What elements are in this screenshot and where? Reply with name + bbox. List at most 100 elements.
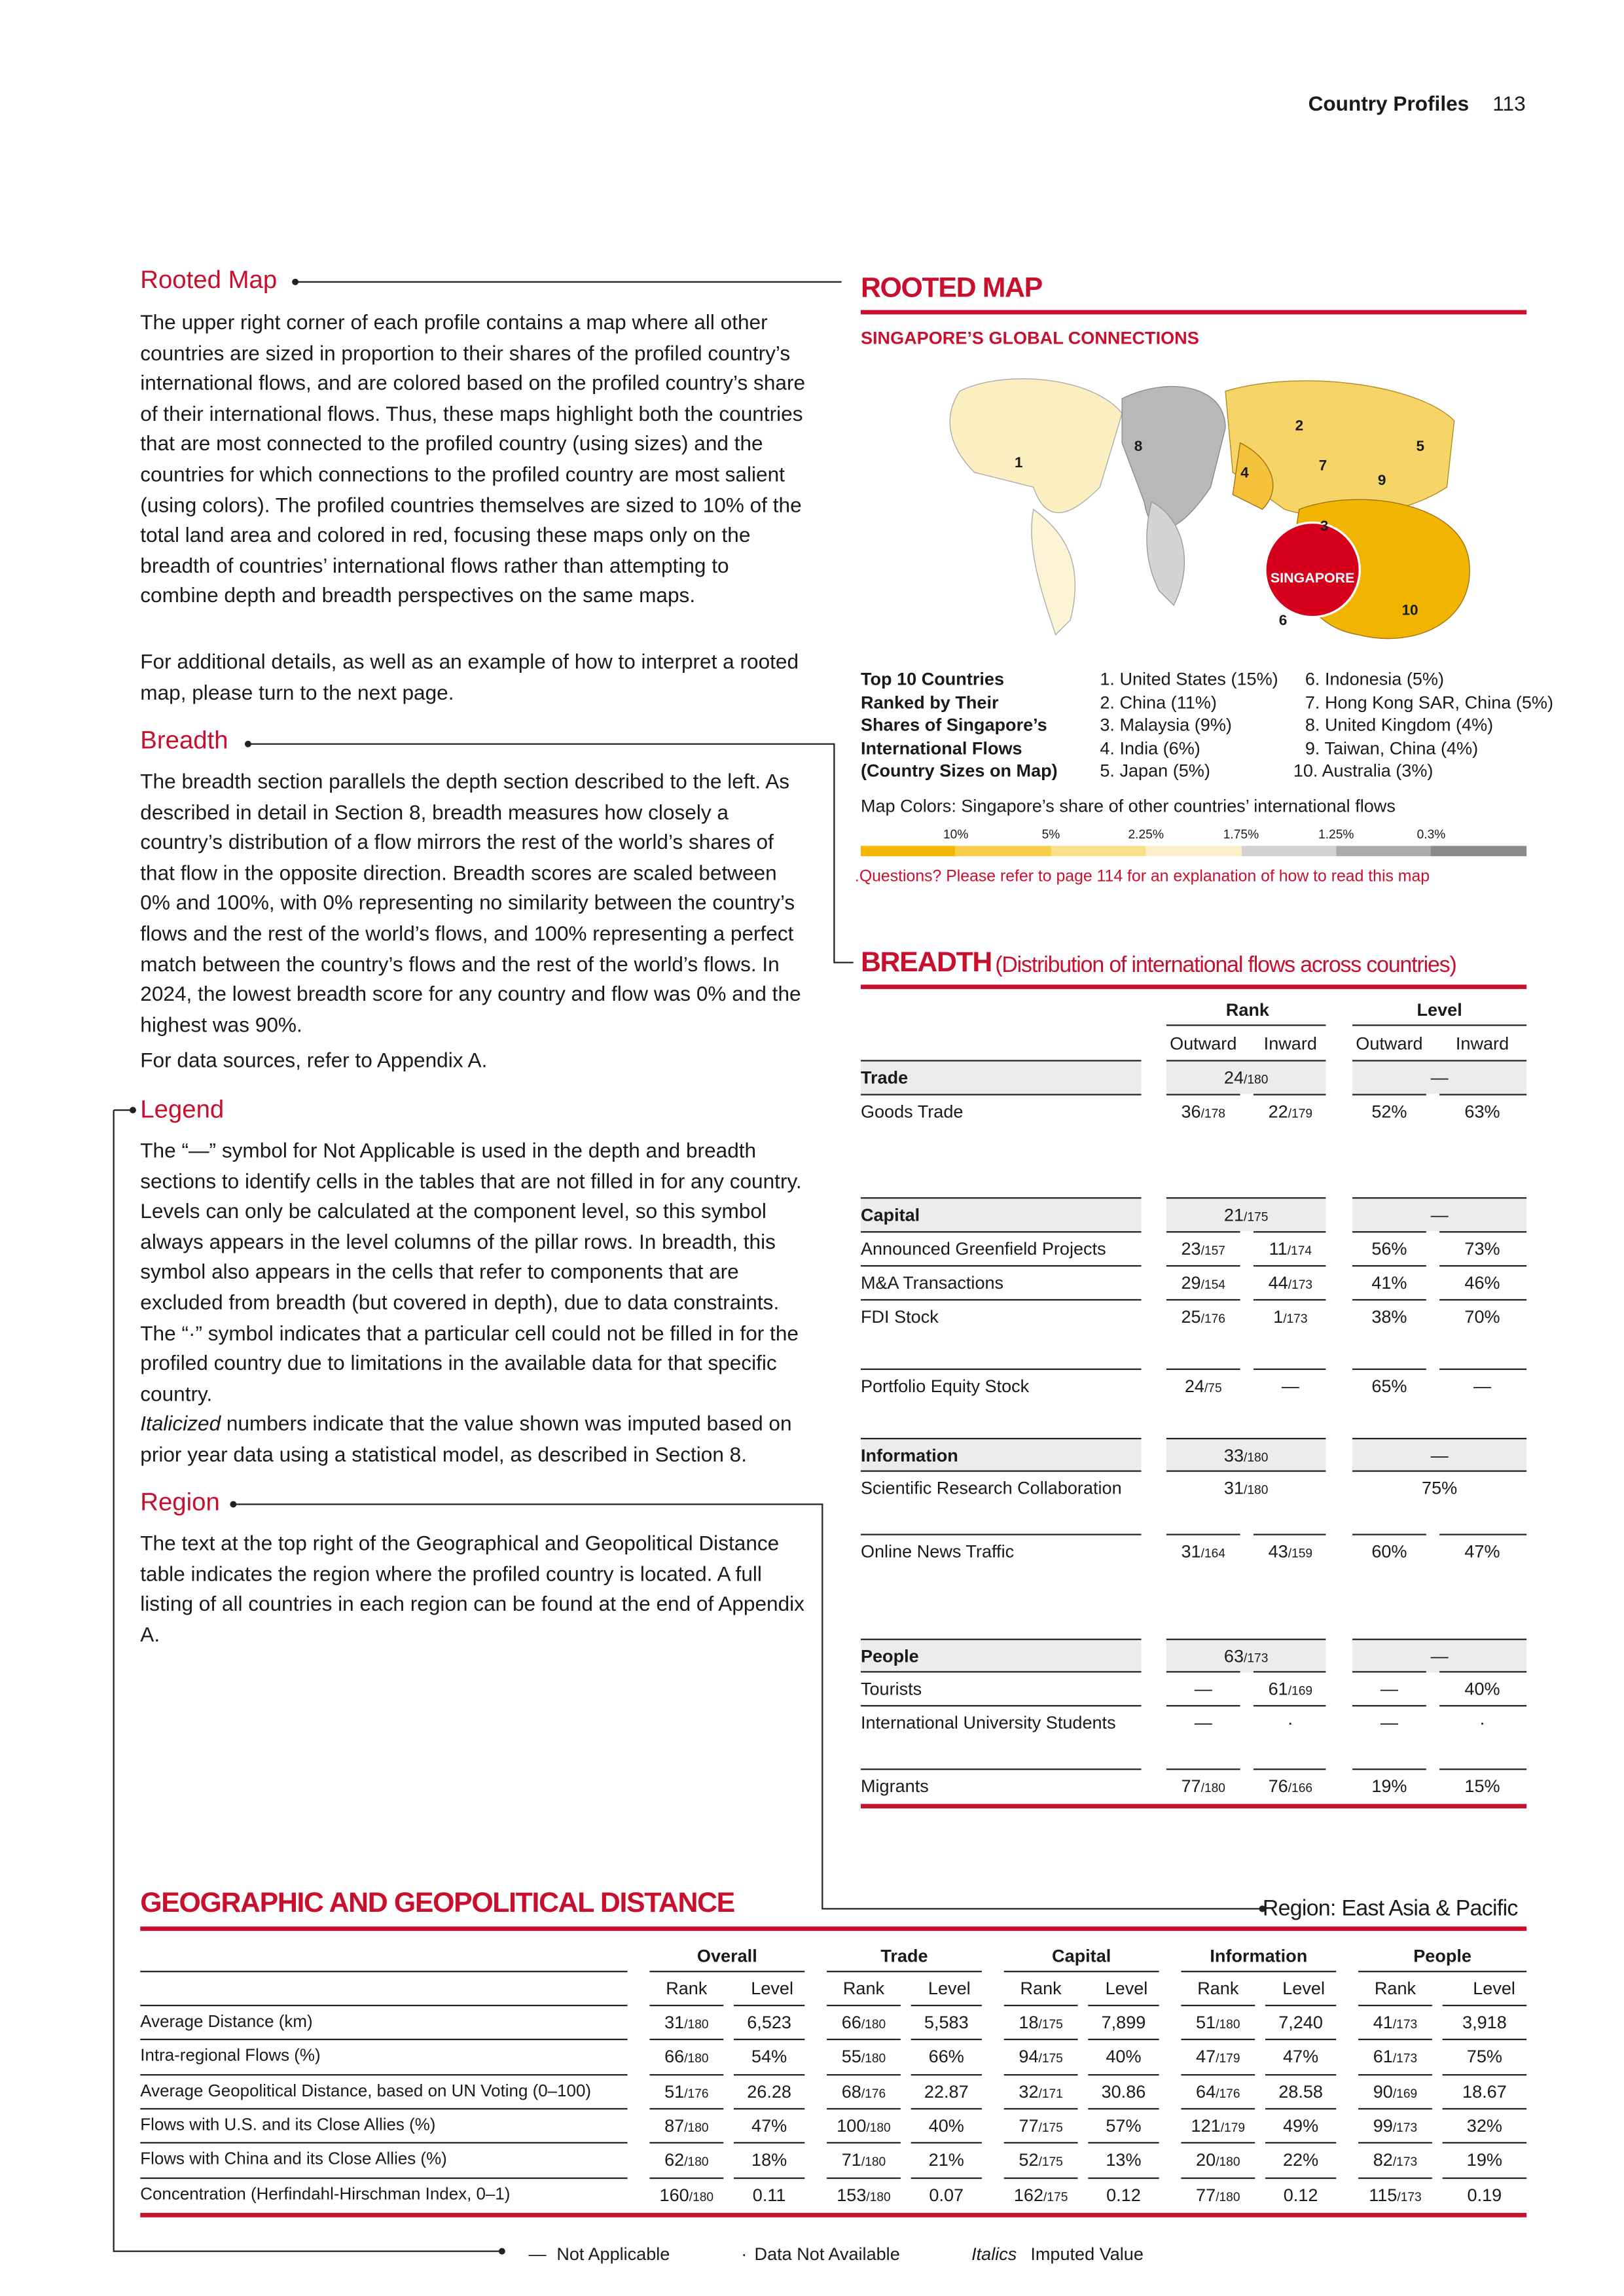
rule	[860, 1534, 1142, 1536]
cell: —	[1430, 1645, 1449, 1667]
rule	[860, 310, 1527, 315]
row-label: Concentration (Herfindahl-Hirschman Inde…	[140, 2185, 511, 2204]
colors-title: Map Colors: Singapore’s share of other c…	[860, 795, 1396, 817]
rule	[140, 1926, 1527, 1931]
rule	[1003, 1971, 1159, 1973]
rule	[1352, 1231, 1426, 1233]
rule	[649, 2039, 724, 2041]
cell: 75%	[1466, 2046, 1503, 2068]
col-header: Trade	[880, 1945, 928, 1967]
rule	[956, 846, 1051, 857]
row-label: Trade	[860, 1067, 909, 1088]
rule	[1265, 2039, 1337, 2041]
cell: 90/169	[1373, 2081, 1418, 2102]
col-header: Capital	[1052, 1945, 1111, 1967]
cell: —	[1194, 1678, 1212, 1700]
cell: 3,918	[1462, 2012, 1507, 2033]
page-number: 113	[1492, 91, 1526, 115]
rule	[1166, 1061, 1326, 1094]
cell: 99/173	[1373, 2115, 1418, 2136]
rule	[1166, 1265, 1240, 1267]
rule	[1181, 2039, 1255, 2041]
rule	[1358, 2039, 1432, 2041]
col-header: People	[1413, 1945, 1472, 1967]
cell: 40%	[1464, 1678, 1500, 1700]
rule	[649, 2073, 724, 2075]
legend-symbol: Italics	[971, 2244, 1017, 2265]
sub-header: Level	[1473, 1978, 1515, 1999]
rule	[1352, 1638, 1527, 1641]
rule	[1166, 1439, 1326, 1472]
cell: 51/176	[664, 2081, 709, 2102]
rule	[860, 1640, 1142, 1673]
rule	[1358, 2142, 1432, 2144]
rule	[1088, 2176, 1159, 2179]
sub-header: Level	[928, 1978, 971, 1999]
paragraph: The breadth section parallels the depth …	[140, 769, 801, 1036]
cell: 77/180	[1181, 1776, 1225, 1797]
top10-heading: Shares of Singapore’s	[860, 714, 1047, 736]
cell: —	[1430, 1445, 1449, 1466]
rule	[1442, 2108, 1527, 2110]
cell: 63%	[1464, 1101, 1500, 1122]
rule	[1439, 1231, 1527, 1233]
map-label: 5	[1416, 439, 1425, 456]
cell: 77/175	[1019, 2115, 1063, 2136]
legend-symbol: —	[528, 2244, 547, 2265]
rule	[1439, 1299, 1527, 1301]
rule	[911, 2039, 982, 2041]
sub-header: Rank	[1197, 1978, 1239, 1999]
rule	[140, 2212, 1527, 2217]
heading: Breadth	[140, 726, 228, 755]
rule	[1181, 2142, 1255, 2144]
rule	[1442, 2142, 1527, 2144]
cell: 36/178	[1181, 1101, 1225, 1122]
paragraph: The upper right corner of each profile c…	[140, 310, 806, 607]
scale-label: 5%	[1041, 827, 1060, 842]
rule	[1352, 1061, 1527, 1094]
row-label: Scientific Research Collaboration	[860, 1477, 1122, 1499]
sub-header: Level	[1105, 1978, 1148, 1999]
row-label: Online News Traffic	[860, 1541, 1015, 1562]
rule	[1181, 2073, 1255, 2075]
panel-title: ROOTED MAP	[860, 273, 1043, 304]
row-label: International University Students	[860, 1712, 1116, 1733]
cell: 51/180	[1196, 2012, 1240, 2033]
cell: 11/174	[1269, 1238, 1312, 1259]
rule	[1352, 1024, 1527, 1026]
rule	[827, 2004, 901, 2007]
cell: 100/180	[837, 2115, 891, 2136]
rule	[860, 1198, 1142, 1232]
legend-symbol: ·	[741, 2244, 748, 2265]
cell: 18.67	[1462, 2081, 1507, 2102]
row-label: Average Distance (km)	[140, 2013, 313, 2032]
cell: 32/171	[1019, 2081, 1063, 2102]
cell: 24/75	[1184, 1376, 1222, 1397]
rule	[1352, 1705, 1426, 1707]
cell: 64/176	[1196, 2081, 1240, 2102]
rule	[733, 2142, 805, 2144]
row-label: Tourists	[860, 1678, 922, 1700]
rule	[1358, 2176, 1432, 2179]
scale-label: 10%	[943, 827, 969, 842]
cell: 13%	[1106, 2149, 1142, 2171]
cell: 75%	[1422, 1477, 1458, 1499]
rule	[1439, 1534, 1527, 1536]
rule	[1265, 2108, 1337, 2110]
cell: 40%	[1106, 2046, 1142, 2068]
cell: 0.12	[1283, 2184, 1318, 2205]
rule	[860, 1197, 1142, 1199]
rule	[860, 1470, 1142, 1473]
rule	[1358, 2073, 1432, 2075]
rule	[1166, 1638, 1326, 1641]
cell: 5,583	[924, 2012, 969, 2033]
cell: 57%	[1106, 2115, 1142, 2136]
sub-header: Level	[751, 1978, 793, 1999]
paragraph: For data sources, refer to Appendix A.	[140, 1048, 488, 1072]
rule	[733, 2039, 805, 2041]
cell: 20/180	[1196, 2149, 1240, 2171]
rule	[1166, 1060, 1326, 1062]
cell: 6,523	[747, 2012, 791, 2033]
rule	[1442, 2073, 1527, 2075]
